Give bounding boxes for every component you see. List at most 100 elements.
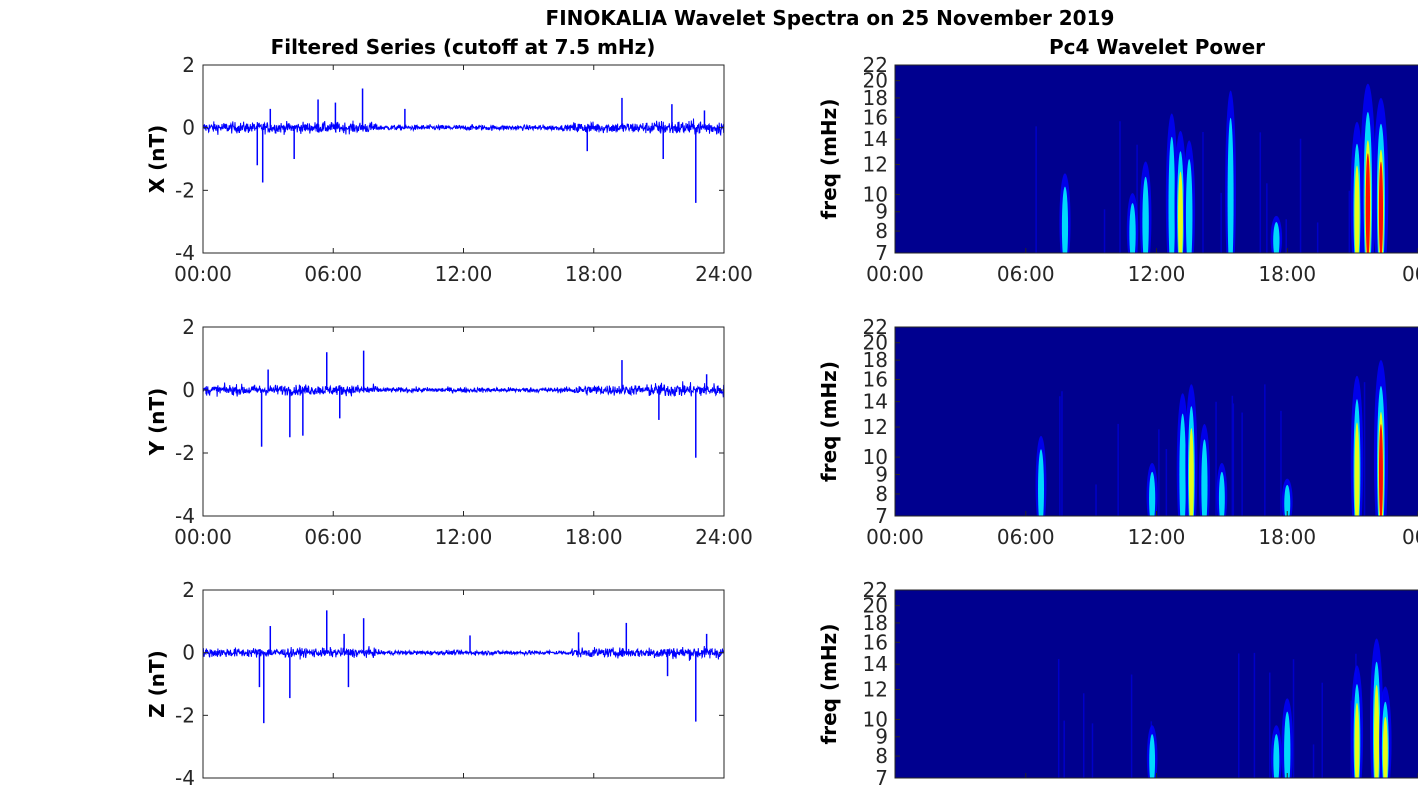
x-tick-label: 00 [1402, 262, 1418, 286]
y-tick-label: 2 [182, 53, 195, 77]
y-tick-label: -4 [175, 241, 195, 265]
plot-area [203, 590, 724, 778]
y-tick-label: 10 [863, 707, 888, 731]
y-tick-label: 20 [863, 69, 888, 93]
y-tick-label: -2 [175, 441, 195, 465]
y-tick-label: 14 [863, 652, 888, 676]
y-tick-label: 14 [863, 390, 888, 414]
y-tick-label: 22 [863, 315, 888, 339]
y-tick-label: 20 [863, 594, 888, 618]
y-tick-label: 14 [863, 127, 888, 151]
power-burst [1350, 665, 1364, 778]
y-tick-label: 10 [863, 182, 888, 206]
y-tick-label: 18 [863, 348, 888, 372]
spectrum-image [895, 590, 1418, 778]
x-tick-label: 24:00 [695, 525, 753, 549]
x-tick-label: 00:00 [174, 262, 232, 286]
power-burst [1035, 435, 1047, 516]
y-axis-label: Y (nT) [145, 388, 169, 457]
power-burst [1350, 375, 1364, 516]
power-burst [1139, 161, 1152, 253]
power-burst [1198, 424, 1211, 516]
y-tick-label: 8 [875, 482, 888, 506]
x-tick-label: 18:00 [565, 525, 623, 549]
y-tick-label: 9 [875, 200, 888, 224]
y-tick-label: 18 [863, 611, 888, 635]
y-tick-label: 16 [863, 105, 888, 129]
x-tick-label: 00:00 [866, 525, 924, 549]
power-burst [1379, 686, 1392, 778]
spectrum-image [895, 327, 1418, 516]
y-tick-label: -4 [175, 766, 195, 788]
y-tick-label: 0 [182, 641, 195, 665]
power-burst [1270, 725, 1282, 778]
y-tick-label: 9 [875, 463, 888, 487]
x-tick-label: 18:00 [1258, 525, 1316, 549]
power-burst [1350, 121, 1364, 253]
y-tick-label: 16 [863, 630, 888, 654]
x-tick-label: 00 [1402, 525, 1418, 549]
y-tick-label: 8 [875, 219, 888, 243]
y-axis-label: X (nT) [145, 125, 169, 194]
power-burst [1373, 97, 1389, 253]
y-tick-label: 22 [863, 578, 888, 602]
y-tick-label: 12 [863, 153, 888, 177]
x-tick-label: 18:00 [1258, 262, 1316, 286]
y-tick-label: 18 [863, 86, 888, 110]
x-tick-label: 06:00 [304, 525, 362, 549]
power-burst [1146, 463, 1158, 516]
x-tick-label: 18:00 [565, 262, 623, 286]
x-tick-label: 12:00 [1128, 525, 1186, 549]
y-tick-label: 9 [875, 725, 888, 749]
left-column-title: Filtered Series (cutoff at 7.5 mHz) [271, 35, 656, 59]
z-series-panel: 2 0 -2 -4 Z (nT) [145, 578, 725, 788]
power-burst [1126, 193, 1139, 253]
power-burst [1059, 173, 1071, 253]
plot-area [203, 327, 724, 516]
power-burst [1174, 130, 1187, 253]
power-burst [1281, 478, 1293, 516]
x-tick-label: 06:00 [997, 525, 1055, 549]
spectrum-image [895, 65, 1418, 253]
y-tick-label: 7 [875, 766, 888, 788]
x-tick-label: 00:00 [174, 525, 232, 549]
y-axis-label: freq (mHz) [817, 99, 841, 220]
y-tick-label: 10 [863, 445, 888, 469]
x-tick-label: 06:00 [997, 262, 1055, 286]
y-tick-label: 8 [875, 744, 888, 768]
y-tick-label: 22 [863, 53, 888, 77]
power-burst [1185, 384, 1198, 516]
x-tick-label: 06:00 [304, 262, 362, 286]
x-tick-label: 12:00 [435, 262, 493, 286]
y-tick-label: 12 [863, 678, 888, 702]
right-column-title: Pc4 Wavelet Power [1049, 35, 1265, 59]
x-tick-label: 00:00 [866, 262, 924, 286]
y-tick-label: 7 [875, 504, 888, 528]
x-tick-label: 24:00 [695, 262, 753, 286]
y-axis-label: freq (mHz) [817, 624, 841, 745]
y-tick-label: 0 [182, 378, 195, 402]
spectrum-background [895, 65, 1418, 253]
y-axis-label: Z (nT) [145, 650, 169, 718]
power-burst [1146, 725, 1158, 778]
y-series-panel: 2 0 -2 -400:00 06:00 12:00 18:00 24:00 Y (nT) [145, 315, 753, 549]
y-tick-label: -4 [175, 504, 195, 528]
power-burst [1373, 360, 1388, 516]
x-series-panel: 2 0 -2 -400:00 06:00 12:00 18:00 24:00 X (nT) [145, 53, 753, 286]
power-burst [1360, 83, 1376, 253]
y-tick-label: 16 [863, 368, 888, 392]
plot-area [203, 65, 724, 253]
series-line [202, 118, 725, 137]
x-tick-label: 12:00 [1128, 262, 1186, 286]
y-tick-label: 7 [875, 241, 888, 265]
power-burst [1225, 90, 1237, 253]
power-burst [1281, 698, 1294, 778]
y-tick-label: 2 [182, 315, 195, 339]
y-tick-label: 12 [863, 415, 888, 439]
power-burst [1183, 140, 1196, 253]
y-tick-label: 2 [182, 578, 195, 602]
